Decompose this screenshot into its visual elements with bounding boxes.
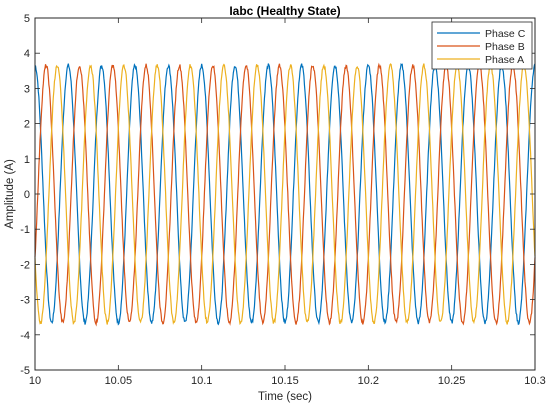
x-tick-label: 10.15 [271, 375, 299, 387]
y-tick-label: -2 [20, 259, 30, 271]
x-tick-label: 10.3 [524, 375, 545, 387]
plot-area [35, 18, 535, 370]
y-tick-label: 1 [24, 154, 30, 166]
y-tick-label: 5 [24, 13, 30, 25]
x-axis-label: Time (sec) [258, 391, 312, 403]
y-tick-label: 4 [24, 48, 30, 60]
ticks-layer [34, 17, 536, 371]
y-tick-label: 0 [24, 189, 30, 201]
y-tick-label: 3 [24, 83, 30, 95]
legend-label-phase-c: Phase C [485, 28, 526, 40]
x-tick-label: 10.1 [191, 375, 212, 387]
y-tick-label: -4 [20, 330, 30, 342]
y-tick-label: -1 [20, 224, 30, 236]
series-line-phase-a [34, 62, 536, 326]
legend-label-phase-b: Phase B [485, 41, 525, 53]
y-tick-label: 2 [24, 119, 30, 131]
y-tick-label: -3 [20, 295, 30, 307]
legend-label-phase-a: Phase A [485, 54, 524, 66]
x-tick-label: 10.05 [105, 375, 133, 387]
x-tick-label: 10.25 [438, 375, 466, 387]
series-layer [34, 62, 536, 327]
series-line-phase-c [34, 63, 536, 326]
x-tick-label: 10.2 [358, 375, 379, 387]
legend: Phase C Phase B Phase A [431, 21, 533, 70]
y-tick-labels: 5 4 3 2 1 0 -1 -2 -3 -4 -5 [20, 13, 30, 377]
x-tick-label: 10 [29, 375, 41, 387]
y-tick-label: -5 [20, 365, 30, 377]
y-axis-label: Amplitude (A) [4, 159, 16, 229]
x-tick-labels: 10 10.05 10.1 10.15 10.2 10.25 10.3 [29, 375, 546, 387]
chart-title: Iabc (Healthy State) [229, 4, 340, 18]
